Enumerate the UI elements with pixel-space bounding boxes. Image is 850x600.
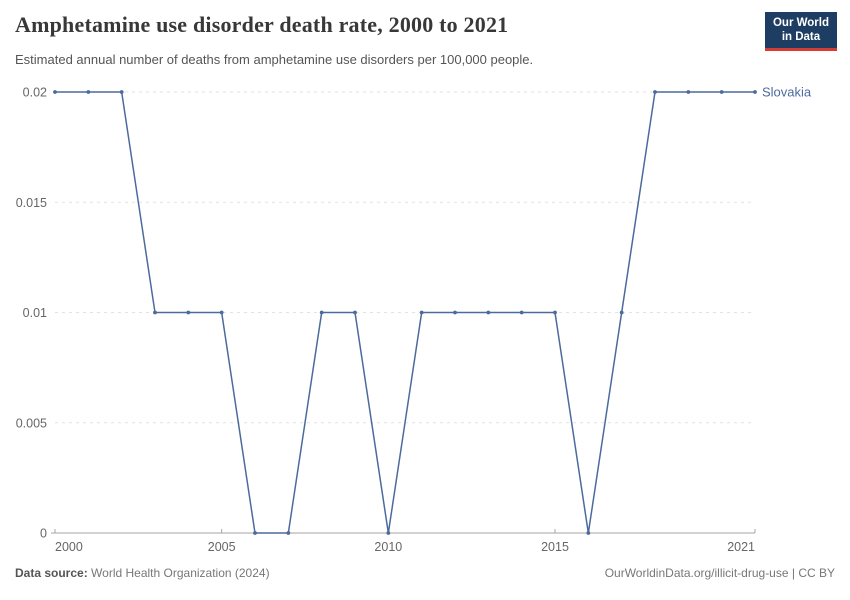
- data-point[interactable]: [353, 310, 357, 315]
- data-point[interactable]: [319, 310, 324, 315]
- data-source-label: Data source:: [15, 566, 88, 580]
- x-tick-label: 2005: [208, 540, 236, 554]
- y-tick-label: 0.02: [23, 86, 47, 100]
- data-point[interactable]: [219, 310, 224, 315]
- data-point[interactable]: [453, 310, 457, 315]
- data-source-text: Data source: World Health Organization (…: [15, 566, 270, 580]
- data-point[interactable]: [686, 90, 691, 94]
- chart-footer: Data source: World Health Organization (…: [15, 566, 835, 580]
- owid-logo-line2: in Data: [781, 31, 821, 44]
- data-point[interactable]: [619, 310, 624, 315]
- y-tick-label: 0.005: [16, 416, 47, 430]
- data-point[interactable]: [553, 310, 557, 315]
- owid-logo[interactable]: Our World in Data: [764, 12, 837, 51]
- data-point[interactable]: [186, 310, 191, 315]
- data-point[interactable]: [386, 531, 391, 535]
- data-point[interactable]: [753, 90, 757, 94]
- data-point[interactable]: [519, 310, 524, 315]
- data-point[interactable]: [586, 531, 591, 535]
- data-point[interactable]: [119, 90, 124, 94]
- data-point[interactable]: [419, 310, 424, 315]
- data-point[interactable]: [486, 310, 491, 315]
- x-tick-label: 2010: [374, 540, 402, 554]
- data-point[interactable]: [86, 90, 91, 94]
- y-tick-label: 0.01: [23, 306, 47, 320]
- x-tick-label: 2000: [55, 540, 83, 554]
- data-point[interactable]: [286, 531, 291, 535]
- x-tick-label: 2021: [727, 540, 755, 554]
- x-tick-label: 2015: [541, 540, 569, 554]
- data-point[interactable]: [653, 90, 657, 94]
- data-source-value: World Health Organization (2024): [87, 566, 270, 580]
- data-point[interactable]: [53, 90, 57, 94]
- chart-subtitle: Estimated annual number of deaths from a…: [15, 52, 534, 67]
- y-tick-label: 0.015: [16, 196, 47, 210]
- y-tick-label: 0: [40, 527, 47, 541]
- chart-title: Amphetamine use disorder death rate, 200…: [15, 12, 509, 37]
- owid-logo-line1: Our World: [772, 17, 829, 29]
- data-point[interactable]: [253, 531, 257, 535]
- data-point[interactable]: [719, 90, 724, 94]
- owid-citation-link[interactable]: OurWorldinData.org/illicit-drug-use | CC…: [604, 566, 835, 580]
- series-line[interactable]: [54, 91, 756, 534]
- series-label: Slovakia: [762, 85, 812, 100]
- data-point[interactable]: [153, 310, 157, 315]
